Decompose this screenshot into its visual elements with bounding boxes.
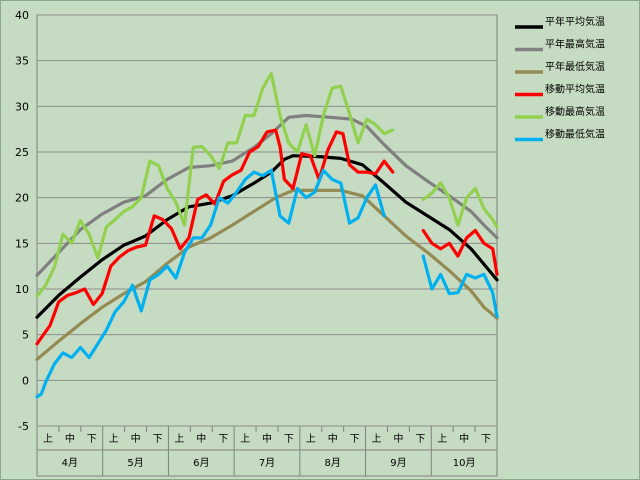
series-line (421, 254, 499, 318)
y-tick-label: 5 (22, 329, 29, 342)
series-line (35, 128, 395, 346)
dekad-label: 下 (284, 434, 294, 445)
series-line (35, 154, 499, 319)
dekad-label: 中 (459, 432, 469, 445)
legend-label: 移動最低気温 (545, 128, 605, 141)
month-label: 10月 (453, 457, 476, 469)
legend-label: 平年平均気温 (545, 15, 605, 28)
legend-label: 移動平均気温 (545, 83, 605, 96)
dekad-label: 上 (437, 433, 447, 445)
dekad-label: 中 (328, 432, 338, 445)
dekad-label: 上 (174, 433, 184, 445)
series-line (421, 181, 499, 229)
legend-label: 平年最高気温 (545, 38, 605, 51)
dekad-label: 上 (109, 433, 119, 445)
legend-label: 移動最高気温 (545, 105, 605, 118)
y-tick-label: 40 (15, 9, 29, 22)
y-tick-label: 0 (22, 374, 29, 387)
month-label: 7月 (259, 457, 275, 469)
dekad-label: 上 (240, 433, 250, 445)
series-line (35, 71, 395, 298)
dekad-label: 上 (372, 433, 382, 445)
plot-area (36, 14, 498, 427)
dekad-label: 上 (43, 433, 53, 445)
month-label: 6月 (193, 457, 209, 469)
dekad-label: 中 (196, 432, 206, 445)
dekad-label: 下 (218, 434, 228, 445)
dekad-label: 中 (65, 432, 75, 445)
y-tick-label: 25 (15, 146, 29, 159)
dekad-label: 中 (262, 432, 272, 445)
month-label: 8月 (325, 457, 341, 469)
dekad-label: 下 (350, 434, 360, 445)
dekad-label: 上 (306, 433, 316, 445)
y-tick-label: 15 (15, 237, 29, 250)
legend-label: 平年最低気温 (545, 60, 605, 73)
y-tick-label: 10 (15, 283, 29, 296)
series-line (35, 113, 499, 277)
month-label: 5月 (127, 457, 143, 469)
y-tick-label: 20 (15, 192, 29, 205)
dekad-label: 下 (87, 434, 97, 445)
series-line (35, 168, 386, 399)
month-label: 4月 (62, 457, 78, 469)
dekad-label: 下 (415, 434, 425, 445)
series-line (421, 228, 499, 276)
month-label: 9月 (390, 457, 406, 469)
y-tick-label: 30 (15, 100, 29, 113)
dekad-label: 中 (131, 432, 141, 445)
dekad-label: 中 (393, 432, 403, 445)
dekad-label: 下 (152, 434, 162, 445)
dekad-label: 下 (481, 434, 491, 445)
y-tick-label: 35 (15, 55, 29, 68)
y-tick-label: -5 (18, 420, 29, 433)
